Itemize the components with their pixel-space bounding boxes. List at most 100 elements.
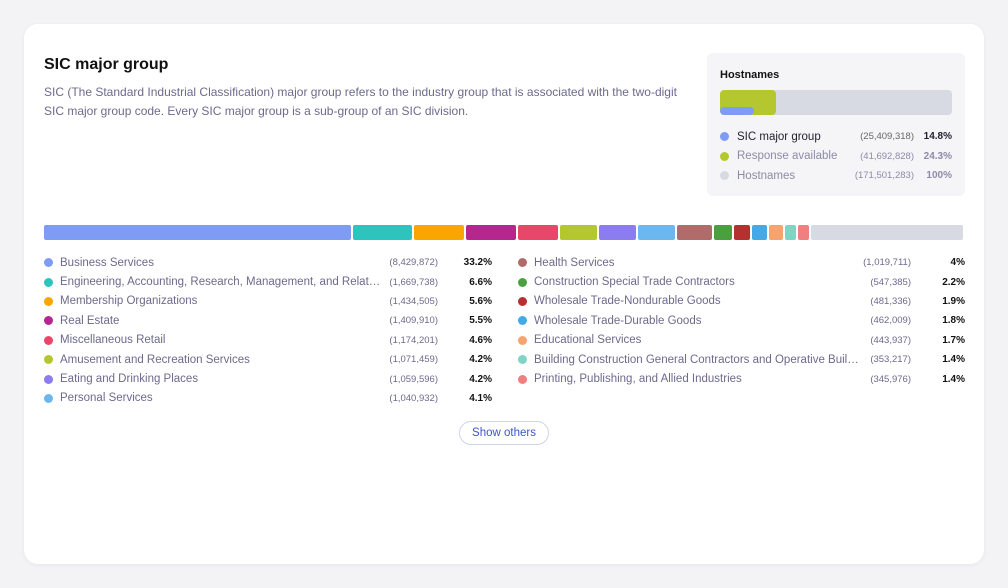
- legend-percent: 5.5%: [469, 315, 492, 327]
- legend-percent: 5.6%: [469, 295, 492, 307]
- legend-dot: [720, 151, 729, 161]
- legend-item: Wholesale Trade-Nondurable Goods (481,336…: [518, 292, 965, 311]
- hostnames-bar: [720, 90, 952, 115]
- bar-segment: [560, 225, 598, 240]
- legend-count: (171,501,283): [854, 170, 914, 182]
- legend-dot: [44, 393, 53, 403]
- bar-segment: [734, 225, 750, 240]
- legend-count: (443,937): [870, 334, 911, 346]
- legend-dot: [720, 171, 729, 181]
- legend-label: Construction Special Trade Contractors: [534, 276, 735, 289]
- legend-percent: 6.6%: [469, 276, 492, 288]
- legend-percent: 1.9%: [942, 295, 965, 307]
- legend-percent: 4.2%: [469, 373, 492, 385]
- hostnames-legend-row: Response available (41,692,828) 24.3%: [720, 147, 952, 167]
- legend-dot: [518, 316, 527, 326]
- legend-item: Educational Services (443,937) 1.7%: [518, 331, 965, 350]
- legend-count: (1,019,711): [863, 257, 911, 269]
- legend-percent: 24.3%: [923, 150, 952, 162]
- legend-label: Wholesale Trade-Nondurable Goods: [534, 295, 721, 308]
- legend-dot: [44, 258, 53, 268]
- legend-item: Business Services (8,429,872) 33.2%: [44, 253, 492, 272]
- legend-percent: 4.1%: [469, 392, 492, 404]
- bar-segment: [751, 225, 767, 240]
- legend-label: Miscellaneous Retail: [60, 334, 166, 347]
- bar-segment: [676, 225, 712, 240]
- bar-segment: [638, 225, 675, 240]
- legend-label: Real Estate: [60, 314, 120, 327]
- legend-dot: [518, 296, 527, 306]
- hostnames-legend-row: Hostnames (171,501,283) 100%: [720, 166, 952, 186]
- bar-segment: [517, 225, 559, 240]
- legend-item: Wholesale Trade-Durable Goods (462,009) 1.…: [518, 311, 965, 330]
- legend-item: Miscellaneous Retail (1,174,201) 4.6%: [44, 331, 492, 350]
- legend-label: Business Services: [60, 256, 154, 269]
- hostnames-title: Hostnames: [720, 69, 780, 81]
- bar-segment: [44, 225, 351, 240]
- legend-percent: 1.8%: [942, 315, 965, 327]
- show-others-button[interactable]: Show others: [459, 421, 549, 445]
- card-description: SIC (The Standard Industrial Classificat…: [44, 85, 677, 118]
- legend-count: (481,336): [870, 295, 911, 307]
- legend-dot: [44, 277, 53, 287]
- legend-count: (462,009): [870, 315, 911, 327]
- legend-count: (25,409,318): [860, 131, 914, 143]
- bar-segment-others: [810, 225, 963, 240]
- legend-label: Amusement and Recreation Services: [60, 353, 250, 366]
- sic-major-group-card: SIC major group SIC (The Standard Indust…: [24, 24, 984, 564]
- legend-count: (1,040,932): [389, 392, 438, 404]
- legend-column-left: Business Services (8,429,872) 33.2% Enginee…: [44, 253, 492, 408]
- legend-dot: [518, 355, 527, 365]
- legend-count: (547,385): [870, 276, 911, 288]
- legend-item: Real Estate (1,409,910) 5.5%: [44, 311, 492, 330]
- legend-count: (1,059,596): [389, 373, 438, 385]
- legend-label: Educational Services: [534, 334, 642, 347]
- hostnames-panel: Hostnames SIC major group (25,409,318) 1…: [707, 53, 965, 196]
- legend-item: Amusement and Recreation Services (1,071,…: [44, 350, 492, 369]
- card-title: SIC major group: [44, 56, 169, 73]
- legend-item: Building Construction General Contractor…: [518, 350, 965, 369]
- legend-label: Building Construction General Contractor…: [534, 353, 865, 366]
- legend-percent: 1.7%: [942, 334, 965, 346]
- legend-item: Personal Services (1,040,932) 4.1%: [44, 389, 492, 408]
- legend-dot: [44, 355, 53, 365]
- legend-label: Eating and Drinking Places: [60, 373, 199, 386]
- legend-count: (1,409,910): [389, 315, 438, 327]
- legend-count: (1,669,738): [389, 276, 438, 288]
- hostnames-legend-row: SIC major group (25,409,318) 14.8%: [720, 127, 952, 147]
- bar-segment: [466, 225, 516, 240]
- legend-item: Health Services (1,019,711) 4%: [518, 253, 965, 272]
- legend-dot: [518, 374, 527, 384]
- bar-segment: [414, 225, 465, 240]
- bar-segment: [768, 225, 783, 240]
- legend-item: Membership Organizations (1,434,505) 5.6%: [44, 292, 492, 311]
- legend-label: Printing, Publishing, and Allied Industr…: [534, 373, 742, 386]
- legend-count: (41,692,828): [860, 150, 914, 162]
- bar-segment: [352, 225, 413, 240]
- legend-item: Printing, Publishing, and Allied Industr…: [518, 369, 965, 388]
- hostnames-legend: SIC major group (25,409,318) 14.8% Respo…: [720, 127, 952, 186]
- hostnames-bar-sic: [720, 107, 755, 115]
- legend-dot: [518, 335, 527, 345]
- legend-percent: 1.4%: [942, 373, 965, 385]
- legend-label: Engineering, Accounting, Research, Manag…: [60, 276, 384, 289]
- legend-count: (1,071,459): [389, 354, 438, 366]
- legend-label: Personal Services: [60, 392, 153, 405]
- bar-segment: [599, 225, 637, 240]
- legend-count: (1,174,201): [389, 334, 438, 346]
- legend-dot: [518, 258, 527, 268]
- legend-dot: [518, 277, 527, 287]
- legend-label: SIC major group: [737, 130, 821, 143]
- bar-segment: [713, 225, 733, 240]
- legend-percent: 2.2%: [942, 276, 965, 288]
- legend-label: Health Services: [534, 256, 615, 269]
- legend-label: Wholesale Trade-Durable Goods: [534, 314, 702, 327]
- legend-count: (345,976): [870, 373, 911, 385]
- legend-percent: 14.8%: [923, 131, 952, 143]
- legend-label: Hostnames: [737, 169, 796, 182]
- legend-count: (8,429,872): [389, 257, 438, 269]
- legend-count: (1,434,505): [389, 295, 438, 307]
- stacked-distribution-bar: [44, 225, 965, 240]
- legend-percent: 4.2%: [469, 354, 492, 366]
- legend-label: Membership Organizations: [60, 295, 198, 308]
